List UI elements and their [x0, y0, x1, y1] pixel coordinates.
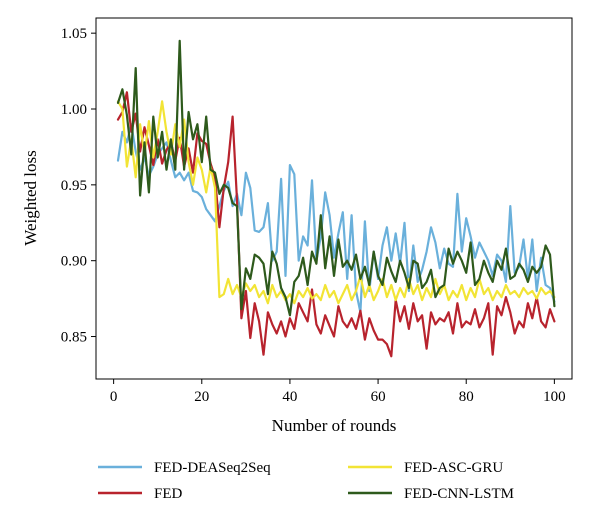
series-line-2 — [116, 100, 556, 305]
legend-label-1: FED — [154, 486, 183, 502]
series-line-0 — [116, 123, 556, 314]
x-tick-label: 40 — [282, 389, 297, 405]
y-tick-label: 0.90 — [61, 254, 87, 270]
legend: FED-DEASeq2Seq FED FED-ASC-GRU FED-CNN-LSTM — [98, 460, 514, 502]
x-tick-label: 60 — [371, 389, 386, 405]
x-axis: 0 20 40 60 80 100 — [110, 379, 566, 405]
y-tick-label: 0.85 — [61, 330, 87, 346]
x-tick-label: 100 — [543, 389, 566, 405]
legend-label-0: FED-DEASeq2Seq — [154, 460, 271, 476]
y-tick-label: 1.05 — [61, 26, 87, 42]
y-axis-label: Weighted loss — [21, 150, 40, 245]
x-tick-label: 0 — [110, 389, 118, 405]
y-tick-label: 0.95 — [61, 178, 87, 194]
series-line-1 — [116, 91, 556, 358]
legend-label-2: FED-ASC-GRU — [404, 460, 503, 476]
y-tick-label: 1.00 — [61, 102, 87, 118]
plot-area-frame — [95, 17, 573, 380]
series-line-3 — [116, 39, 556, 317]
x-tick-label: 20 — [194, 389, 209, 405]
x-axis-label: Number of rounds — [272, 416, 397, 435]
y-axis: 0.85 0.90 0.95 1.00 1.05 — [61, 26, 96, 346]
legend-label-3: FED-CNN-LSTM — [404, 486, 514, 502]
series-layer — [116, 39, 556, 358]
x-tick-label: 80 — [459, 389, 474, 405]
